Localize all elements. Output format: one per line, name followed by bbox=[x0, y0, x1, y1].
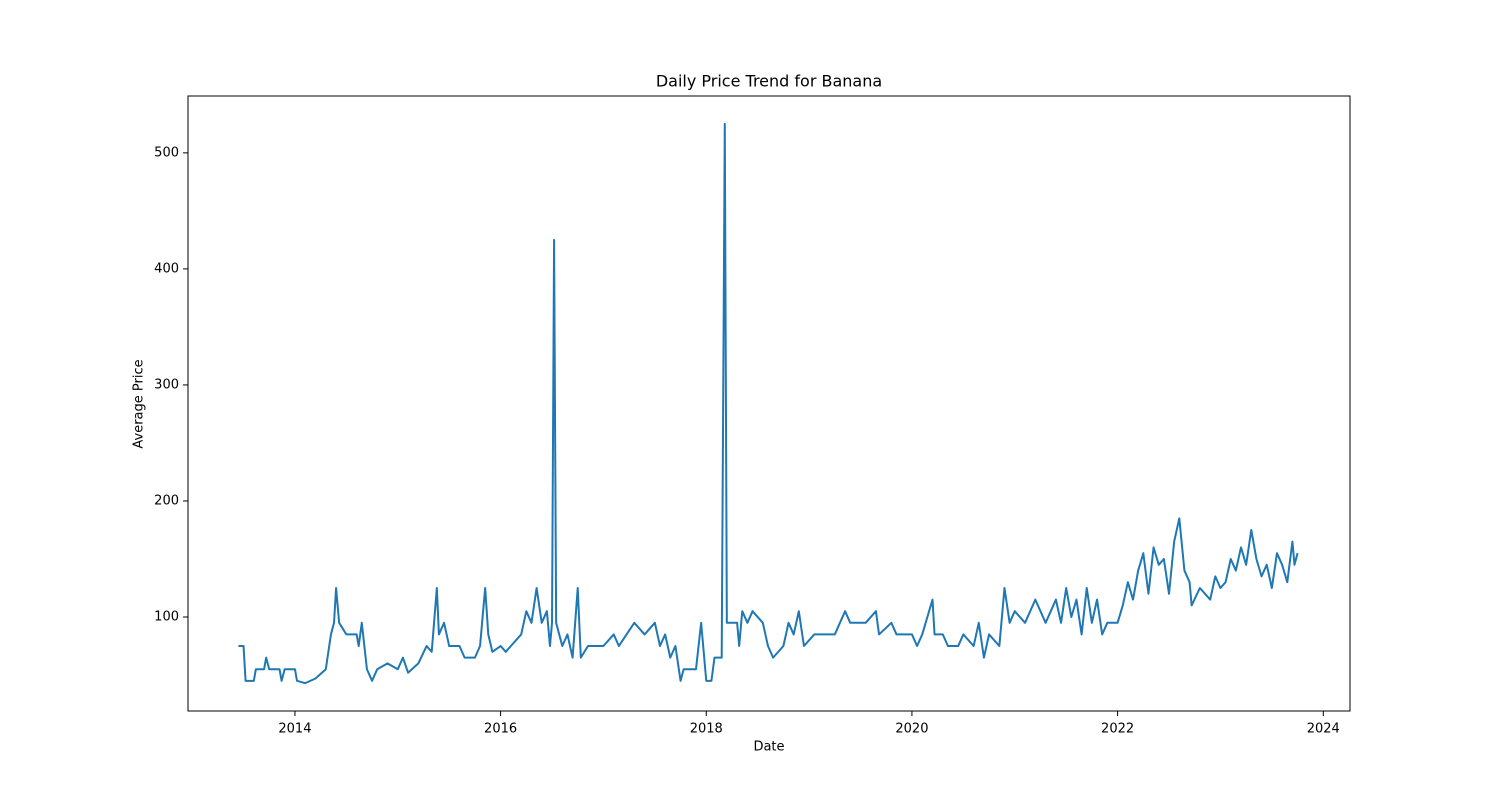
y-tick-label: 100 bbox=[154, 610, 179, 625]
y-tick-label: 400 bbox=[154, 261, 179, 276]
x-tick-label: 2016 bbox=[484, 722, 517, 737]
y-tick-label: 200 bbox=[154, 493, 179, 508]
y-tick-label: 300 bbox=[154, 377, 179, 392]
plot-frame bbox=[187, 95, 1351, 712]
y-tick-label: 500 bbox=[154, 145, 179, 160]
x-tick-label: 2018 bbox=[690, 722, 723, 737]
x-tick-label: 2022 bbox=[1101, 722, 1134, 737]
x-tick-label: 2024 bbox=[1307, 722, 1340, 737]
x-tick-label: 2020 bbox=[895, 722, 928, 737]
x-tick-label: 2014 bbox=[278, 722, 311, 737]
y-axis-label: Average Price bbox=[132, 359, 147, 448]
x-axis-label: Date bbox=[753, 740, 784, 755]
chart-title: Daily Price Trend for Banana bbox=[656, 72, 882, 91]
price-line bbox=[238, 122, 1299, 685]
